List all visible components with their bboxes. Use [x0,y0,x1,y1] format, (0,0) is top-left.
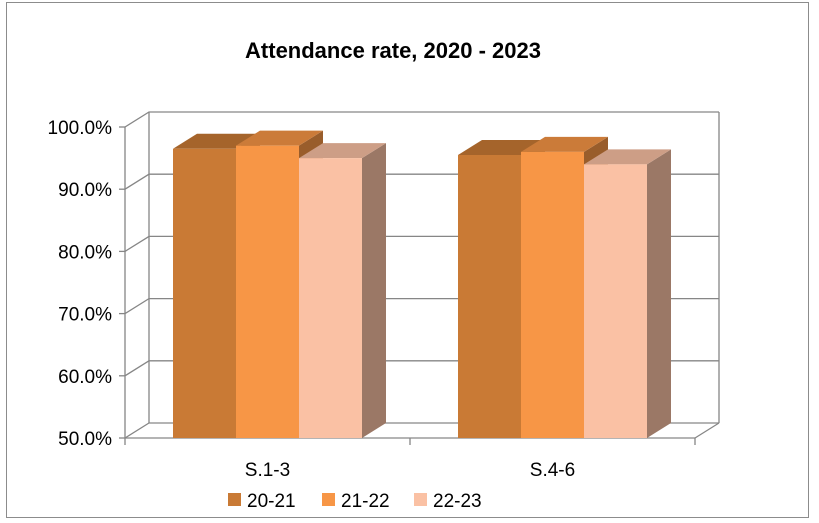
bar-front [173,148,236,438]
bar-top [584,149,671,165]
bar-top [236,130,323,146]
grid-line [124,111,719,128]
bar-top [299,143,386,159]
legend-label: 21-22 [341,491,390,512]
y-tick-label: 50.0% [58,429,112,450]
chart-frame [6,2,809,518]
legend-label: 20-21 [247,491,296,512]
legend-swatch [228,493,241,506]
y-axis-ticks: 50.0% 60.0% 70.0% 80.0% 90.0% 100.0% [48,118,113,450]
legend-swatch [414,493,427,506]
x-category-label: S.4-6 [530,460,575,481]
bar-side [362,143,386,438]
y-tick-label: 80.0% [58,242,112,263]
bar [584,149,671,438]
bar-front [299,158,362,438]
floor-right-edge [694,422,720,439]
bar-front [458,154,521,439]
x-axis-categories: S.1-3 S.4-6 [245,460,575,481]
bar-top [521,136,608,152]
bars [173,130,671,439]
y-tick-label: 60.0% [58,367,112,388]
bar-front [521,151,584,438]
y-tick-label: 100.0% [48,118,113,139]
bar-front [584,164,647,438]
legend-label: 22-23 [433,491,482,512]
y-tick-label: 70.0% [58,305,112,326]
y-tick-label: 90.0% [58,180,112,201]
bar-side [647,149,671,438]
bar-front [236,145,299,438]
bar [299,143,386,438]
chart-title: Attendance rate, 2020 - 2023 [245,38,541,63]
legend: 20-21 21-22 22-23 [228,491,482,512]
legend-swatch [322,493,335,506]
x-category-label: S.1-3 [245,460,290,481]
